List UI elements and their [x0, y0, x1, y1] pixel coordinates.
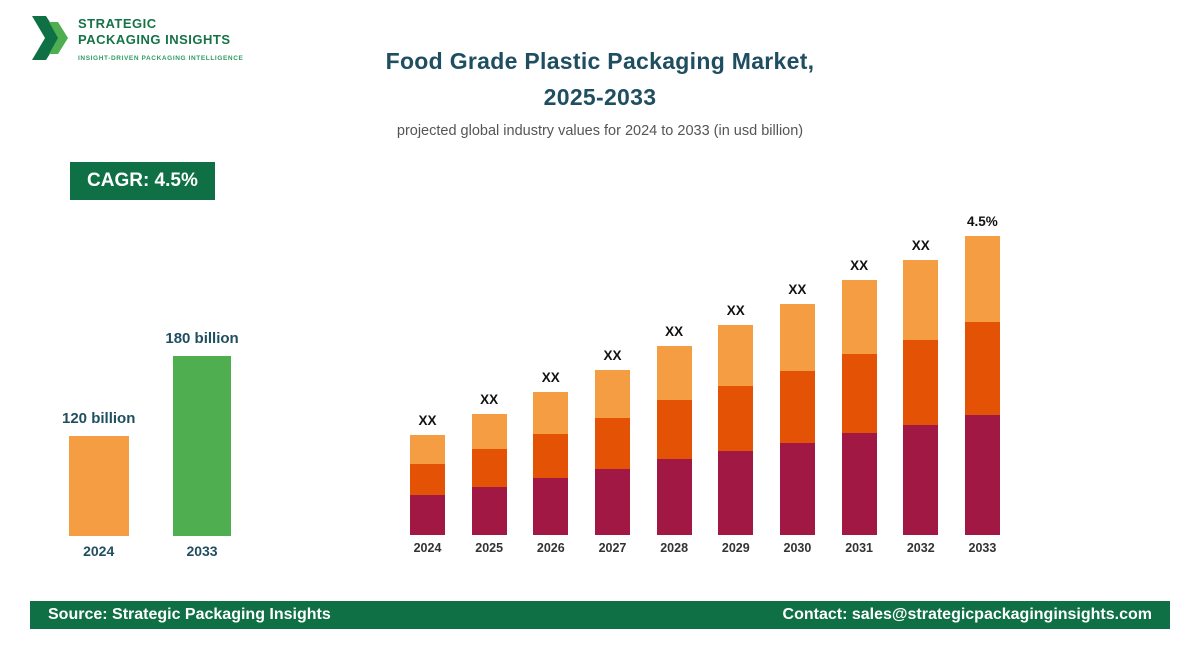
stacked-bar: [594, 370, 630, 535]
bar-value-label: XX: [788, 282, 807, 297]
bar-segment-bottom: [533, 478, 569, 535]
bar-year-label: 2028: [660, 541, 689, 555]
bar-value-label: XX: [603, 348, 622, 363]
logo-text: STRATEGIC PACKAGING INSIGHTS INSIGHT-DRI…: [78, 14, 243, 62]
bar-segment-bottom: [903, 425, 939, 535]
bar-segment-top: [841, 280, 877, 354]
stacked-bar-group: XX 2031: [841, 258, 877, 555]
bar-segment-middle: [656, 400, 692, 459]
bar-segment-top: [410, 435, 445, 464]
bar-segment-middle: [964, 322, 1000, 415]
bar-value-label: 4.5%: [967, 214, 998, 229]
bar-segment-bottom: [410, 495, 445, 535]
bar-value-label: XX: [911, 238, 930, 253]
logo-line-2: PACKAGING INSIGHTS: [78, 32, 231, 48]
stacked-bar: [964, 236, 1000, 535]
bar-segment-middle: [594, 418, 630, 469]
bar-segment-top: [533, 392, 569, 434]
chevron-logo-icon: [30, 14, 70, 67]
bar-segment-top: [779, 304, 815, 371]
summary-chart: 120 billion 2024 180 billion 2033: [62, 330, 239, 559]
bar-year-label: 2024: [413, 541, 442, 555]
stacked-bar-group: 4.5% 2033: [964, 214, 1000, 555]
summary-year-label: 2024: [83, 543, 115, 559]
bar-segment-top: [964, 236, 1000, 322]
bar-segment-middle: [841, 354, 877, 433]
bar-segment-bottom: [779, 443, 815, 535]
bar-year-label: 2027: [598, 541, 627, 555]
bar-year-label: 2031: [845, 541, 873, 555]
cagr-badge: CAGR: 4.5%: [70, 162, 215, 200]
summary-bar-group: 180 billion 2033: [165, 330, 238, 559]
bar-segment-middle: [903, 340, 939, 425]
bar-year-label: 2032: [906, 541, 935, 555]
bar-year-label: 2026: [536, 541, 565, 555]
footer-contact: Contact: sales@strategicpackaginginsight…: [782, 606, 1152, 623]
bar-value-label: XX: [850, 258, 869, 273]
stacked-bar: [533, 392, 569, 535]
bar-year-label: 2033: [968, 541, 997, 555]
stacked-bar: [471, 414, 507, 535]
bar-value-label: XX: [726, 303, 745, 318]
bar-year-label: 2029: [721, 541, 750, 555]
stacked-bar: [656, 346, 692, 535]
bar-value-label: XX: [480, 392, 499, 407]
logo-line-1: STRATEGIC: [78, 16, 157, 31]
bar-segment-bottom: [656, 459, 692, 535]
summary-value-label: 180 billion: [165, 330, 239, 347]
bar-segment-middle: [533, 434, 569, 478]
bar-segment-middle: [779, 371, 815, 443]
stacked-bar-group: XX 2024: [410, 413, 445, 555]
stacked-bar: [779, 304, 815, 535]
stacked-bar: [903, 260, 939, 535]
stacked-bar-group: XX 2030: [779, 282, 815, 555]
logo: STRATEGIC PACKAGING INSIGHTS INSIGHT-DRI…: [30, 14, 243, 67]
header: Food Grade Plastic Packaging Market, 202…: [250, 44, 950, 139]
main-chart: XX 2024 XX 2025 XX 2026 XX 2027 XX 2028 XX 2029 XX 20…: [410, 214, 1000, 555]
bar-segment-top: [718, 325, 754, 386]
bar-segment-bottom: [471, 487, 507, 535]
summary-year-label: 2033: [186, 543, 218, 559]
stacked-bar: [718, 325, 754, 535]
bar-year-label: 2030: [783, 541, 812, 555]
summary-bar-group: 120 billion 2024: [62, 410, 135, 559]
bar-segment-bottom: [841, 433, 877, 535]
bar-value-label: XX: [418, 413, 437, 428]
bar-segment-bottom: [594, 469, 630, 535]
bar-segment-middle: [718, 386, 754, 451]
summary-bar: [68, 436, 129, 536]
bar-segment-top: [903, 260, 939, 340]
bar-segment-top: [594, 370, 630, 418]
page-subtitle: projected global industry values for 202…: [396, 123, 804, 140]
stacked-bar-group: XX 2027: [594, 348, 630, 555]
stacked-bar: [841, 280, 877, 535]
footer-bar: Source: Strategic Packaging Insights Con…: [30, 601, 1170, 629]
stacked-bar: [410, 435, 445, 535]
stacked-bar-group: XX 2025: [471, 392, 507, 555]
bar-value-label: XX: [665, 324, 684, 339]
bar-segment-bottom: [964, 415, 1000, 535]
bar-year-label: 2025: [475, 541, 504, 555]
bar-segment-middle: [410, 464, 445, 495]
page-title-line-1: Food Grade Plastic Packaging Market,: [385, 48, 815, 74]
bar-segment-top: [656, 346, 692, 400]
summary-bar: [173, 356, 232, 536]
page-title-line-2: 2025-2033: [543, 83, 657, 110]
stacked-bar-group: XX 2028: [656, 324, 692, 555]
stacked-bar-group: XX 2029: [718, 303, 754, 555]
bar-segment-middle: [471, 449, 507, 487]
summary-value-label: 120 billion: [62, 410, 136, 427]
logo-tagline: INSIGHT-DRIVEN PACKAGING INTELLIGENCE: [78, 54, 244, 62]
bar-segment-bottom: [718, 451, 754, 535]
page-title: Food Grade Plastic Packaging Market, 202…: [250, 44, 950, 115]
footer-source: Source: Strategic Packaging Insights: [48, 606, 331, 623]
stacked-bar-group: XX 2032: [903, 238, 939, 555]
stacked-bar-group: XX 2026: [533, 370, 569, 555]
bar-segment-top: [471, 414, 507, 449]
bar-value-label: XX: [541, 370, 560, 385]
